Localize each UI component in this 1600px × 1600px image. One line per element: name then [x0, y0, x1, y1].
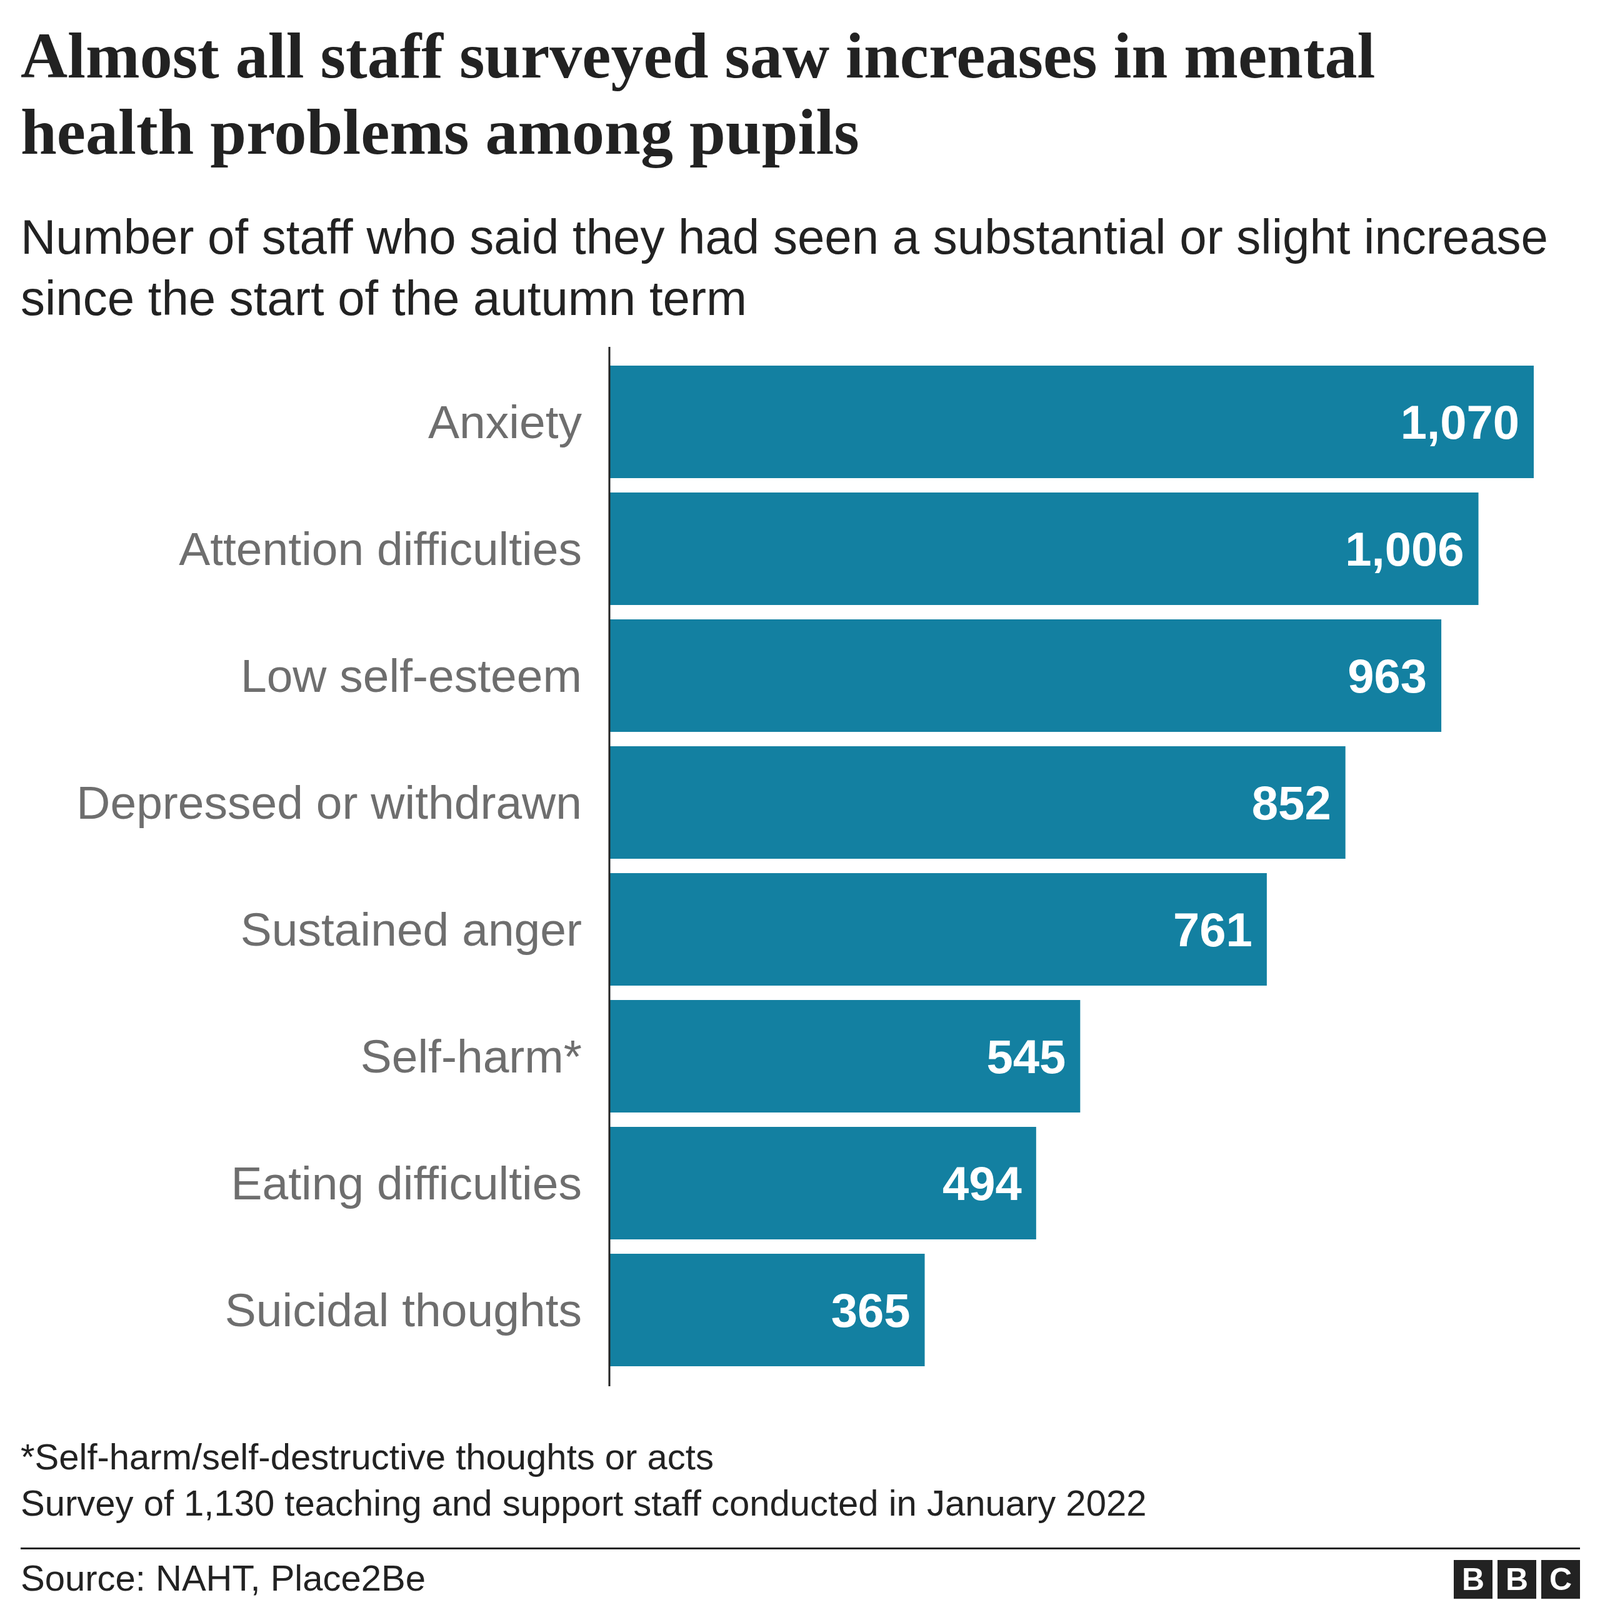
data-label: 1,070 [1400, 395, 1520, 449]
data-label: 365 [831, 1283, 911, 1337]
data-label: 494 [942, 1156, 1022, 1210]
data-label: 963 [1347, 649, 1427, 703]
bar [609, 365, 1534, 479]
labels: Anxiety 1,070 Attention difficulties 1,006 L… [76, 395, 1520, 1337]
category-label: Attention difficulties [178, 522, 582, 575]
rule [20, 1547, 1580, 1550]
bar [609, 1126, 1037, 1240]
footnote: Survey of 1,130 teaching and support sta… [20, 1481, 1147, 1525]
data-label: 1,006 [1345, 522, 1464, 576]
bar [609, 1000, 1080, 1113]
category-label: Self-harm* [360, 1030, 582, 1083]
category-label: Suicidal thoughts [225, 1283, 582, 1337]
bar [609, 492, 1479, 605]
logo-letter: B [1453, 1560, 1493, 1599]
bar [609, 873, 1267, 986]
logo: BBC [1453, 1560, 1580, 1599]
category-label: Anxiety [428, 395, 582, 449]
data-label: 852 [1251, 776, 1332, 830]
data-label: 761 [1173, 903, 1253, 957]
logo-letter: C [1541, 1560, 1580, 1599]
category-label: Low self-esteem [240, 649, 582, 702]
data-label: 545 [986, 1030, 1067, 1084]
bars [609, 365, 1534, 1367]
bar [609, 1253, 925, 1367]
title: Almost all staff surveyed saw increases … [20, 17, 1434, 170]
category-label: Eating difficulties [231, 1156, 582, 1210]
category-label: Sustained anger [240, 903, 582, 956]
bar [609, 619, 1442, 732]
logo-letter: B [1497, 1560, 1537, 1599]
category-label: Depressed or withdrawn [76, 776, 582, 829]
axis-line [608, 346, 611, 1387]
source: Source: NAHT, Place2Be [20, 1556, 426, 1600]
chart: Anxiety 1,070 Attention difficulties 1,006 L… [0, 0, 1600, 1600]
footnote: *Self-harm/self-destructive thoughts or … [20, 1435, 714, 1479]
subtitle: Number of staff who said they had seen a… [20, 206, 1571, 329]
bar [609, 746, 1346, 859]
